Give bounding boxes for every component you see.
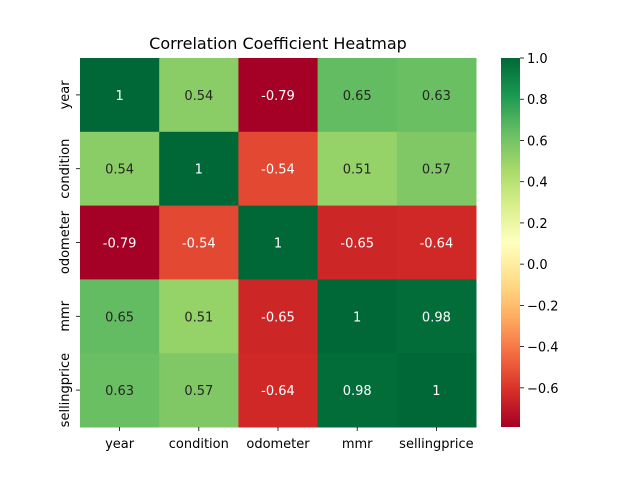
heatmap-cell-2-4 [396, 205, 477, 280]
heatmap-cell-0-1 [159, 58, 239, 133]
cell-value-label-3-2: -0.65 [261, 310, 295, 325]
row-label-mmr: mmr [58, 300, 73, 331]
cell-value-label-4-1: 0.57 [184, 384, 213, 399]
heatmap-cell-2-2 [238, 205, 319, 280]
heatmap-cell-4-3 [317, 353, 398, 428]
heatmap-cell-0-4 [396, 58, 477, 133]
colorbar-tick-label: −0.6 [527, 382, 559, 397]
row-label-odometer: odometer [58, 210, 73, 274]
heatmap-cell-3-4 [396, 279, 477, 354]
colorbar-tick-label: −0.2 [527, 299, 559, 314]
heatmap-cell-0-3 [317, 58, 398, 133]
cell-value-label-1-0: 0.54 [105, 163, 134, 178]
row-label-year: year [58, 80, 73, 110]
row-tick-labels: year condition odometer mmr sellingprice [58, 80, 80, 427]
heatmap-cell-4-4 [396, 353, 477, 428]
cell-value-label-2-2: 1 [274, 237, 282, 252]
column-tick-labels: year condition odometer mmr sellingprice [105, 427, 474, 452]
heatmap-cells: 1 0.54 -0.79 0.65 0.63 0.54 1 -0.54 0.51 0.57 -0.7… [80, 58, 477, 428]
colorbar-tick-label: 1.0 [527, 52, 548, 67]
heatmap-cell-0-2 [238, 58, 319, 133]
heatmap-cell-4-2 [238, 353, 319, 428]
cell-value-label-3-4: 0.98 [422, 310, 451, 325]
chart-title: Correlation Coefficient Heatmap [149, 34, 407, 53]
cell-value-label-3-1: 0.51 [184, 310, 213, 325]
heatmap-cell-1-4 [396, 131, 477, 207]
heatmap-cell-4-1 [159, 353, 239, 428]
heatmap-cell-3-2 [238, 279, 319, 354]
row-label-sellingprice: sellingprice [58, 353, 73, 427]
heatmap-cell-2-0 [80, 205, 160, 280]
cell-value-label-1-4: 0.57 [422, 163, 451, 178]
heatmap-cell-2-3 [317, 205, 398, 280]
colorbar-tick-label: 0.4 [527, 176, 548, 191]
row-label-condition: condition [58, 139, 73, 199]
colorbar-tick-label: 0.0 [527, 258, 548, 273]
cell-value-label-1-2: -0.54 [261, 163, 295, 178]
cell-value-label-2-1: -0.54 [182, 237, 216, 252]
cell-value-label-2-4: -0.64 [420, 237, 454, 252]
heatmap-cell-4-0 [80, 353, 160, 428]
cell-value-label-3-3: 1 [353, 310, 361, 325]
heatmap-cell-3-0 [80, 279, 160, 354]
cell-value-label-2-3: -0.65 [340, 237, 374, 252]
column-label-condition: condition [169, 437, 229, 452]
heatmap-cell-1-3 [317, 131, 398, 207]
colorbar [501, 58, 520, 427]
column-label-mmr: mmr [342, 437, 373, 452]
column-label-sellingprice: sellingprice [399, 437, 473, 452]
cell-value-label-4-3: 0.98 [343, 384, 372, 399]
heatmap-cell-1-1 [159, 131, 239, 207]
cell-value-label-0-3: 0.65 [343, 89, 372, 104]
cell-value-label-0-0: 1 [115, 89, 123, 104]
cell-value-label-0-2: -0.79 [261, 89, 295, 104]
cell-value-label-0-4: 0.63 [422, 89, 451, 104]
colorbar-ticks: 1.0 0.8 0.6 0.4 0.2 0.0 −0.2 −0.4 −0.6 [520, 52, 559, 397]
colorbar-tick-label: 0.8 [527, 93, 548, 108]
cell-value-label-2-0: -0.79 [103, 237, 137, 252]
heatmap-cell-0-0 [80, 58, 160, 133]
heatmap-cell-1-0 [80, 131, 160, 207]
heatmap-cell-2-1 [159, 205, 239, 280]
column-label-odometer: odometer [246, 437, 310, 452]
cell-value-label-0-1: 0.54 [184, 89, 213, 104]
cell-value-label-4-0: 0.63 [105, 384, 134, 399]
heatmap-cell-3-1 [159, 279, 239, 354]
heatmap-cell-1-2 [238, 131, 319, 207]
cell-value-label-4-4: 1 [432, 384, 440, 399]
cell-value-label-1-3: 0.51 [343, 163, 372, 178]
cell-value-label-4-2: -0.64 [261, 384, 295, 399]
heatmap-cell-3-3 [317, 279, 398, 354]
column-label-year: year [105, 437, 135, 452]
colorbar-tick-label: −0.4 [527, 341, 559, 356]
cell-value-label-1-1: 1 [195, 163, 203, 178]
cell-value-label-3-0: 0.65 [105, 310, 134, 325]
colorbar-tick-label: 0.6 [527, 134, 548, 149]
colorbar-tick-label: 0.2 [527, 217, 548, 232]
